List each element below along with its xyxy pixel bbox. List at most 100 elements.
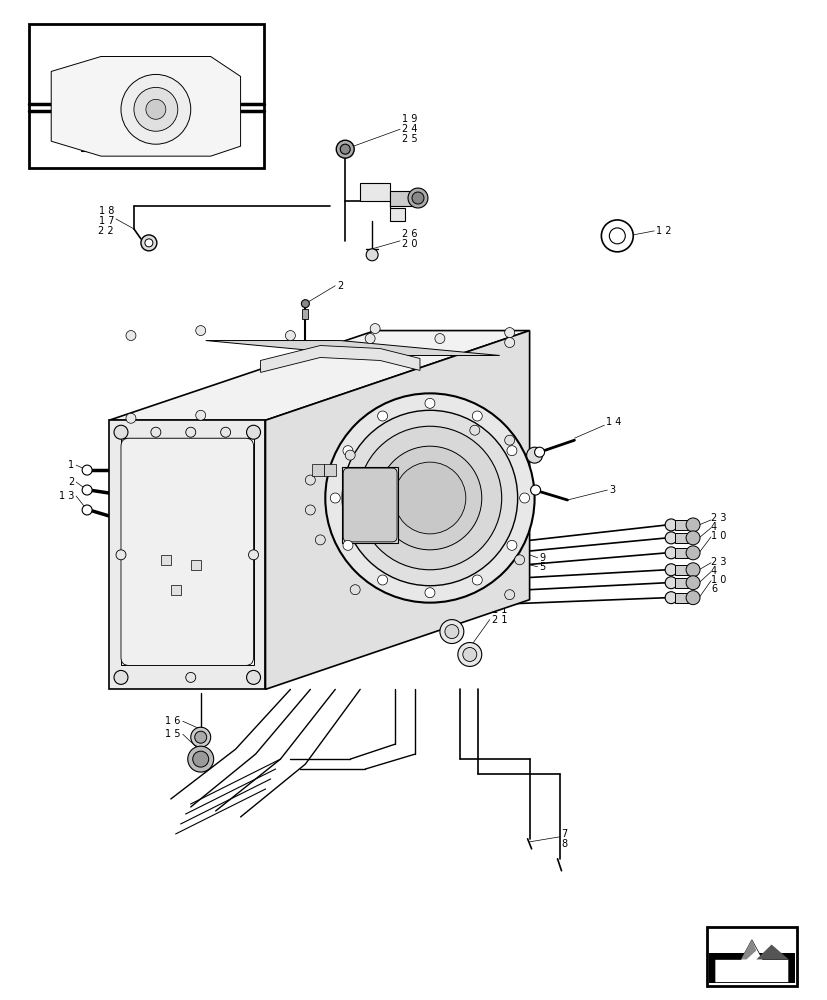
Text: 1 4: 1 4 xyxy=(605,417,621,427)
Circle shape xyxy=(504,435,514,445)
Circle shape xyxy=(370,324,380,334)
Polygon shape xyxy=(109,420,265,689)
Circle shape xyxy=(600,220,633,252)
Circle shape xyxy=(340,144,350,154)
Circle shape xyxy=(345,450,355,460)
Circle shape xyxy=(315,535,325,545)
Circle shape xyxy=(141,235,156,251)
Circle shape xyxy=(469,425,479,435)
Text: 2 1: 2 1 xyxy=(491,615,507,625)
Circle shape xyxy=(365,334,375,344)
Circle shape xyxy=(126,331,136,341)
Circle shape xyxy=(195,410,205,420)
Circle shape xyxy=(116,672,126,682)
Polygon shape xyxy=(360,183,404,221)
Circle shape xyxy=(301,300,309,308)
Circle shape xyxy=(504,590,514,600)
Text: 9: 9 xyxy=(539,553,545,563)
Text: 1 2: 1 2 xyxy=(655,226,671,236)
Bar xyxy=(674,548,692,558)
Polygon shape xyxy=(261,346,419,372)
Bar xyxy=(674,578,692,588)
Circle shape xyxy=(151,427,160,437)
Bar xyxy=(674,565,692,575)
Text: 1 3: 1 3 xyxy=(59,491,74,501)
Circle shape xyxy=(530,485,540,495)
Polygon shape xyxy=(205,341,500,355)
Circle shape xyxy=(439,620,463,644)
Circle shape xyxy=(330,493,340,503)
FancyBboxPatch shape xyxy=(343,468,397,542)
Circle shape xyxy=(664,577,676,589)
Text: 4: 4 xyxy=(710,522,716,532)
Text: 7: 7 xyxy=(561,829,567,839)
Text: 5: 5 xyxy=(539,562,545,572)
Bar xyxy=(324,464,336,476)
Circle shape xyxy=(190,727,210,747)
Text: 1: 1 xyxy=(68,460,74,470)
Text: 2 5: 2 5 xyxy=(402,134,417,144)
Circle shape xyxy=(336,140,354,158)
Circle shape xyxy=(504,328,514,338)
Text: 1 6: 1 6 xyxy=(165,716,180,726)
Bar xyxy=(390,191,418,206)
Circle shape xyxy=(188,746,213,772)
Bar xyxy=(674,593,692,603)
Circle shape xyxy=(664,532,676,544)
Circle shape xyxy=(121,74,190,144)
Circle shape xyxy=(434,334,444,344)
Text: 8: 8 xyxy=(561,839,567,849)
Text: 2 2: 2 2 xyxy=(98,226,114,236)
Text: 2 4: 2 4 xyxy=(402,124,417,134)
Circle shape xyxy=(471,411,481,421)
Circle shape xyxy=(506,540,516,550)
Bar xyxy=(302,309,308,319)
Circle shape xyxy=(305,505,315,515)
Text: 6: 6 xyxy=(710,584,716,594)
Circle shape xyxy=(412,192,423,204)
Circle shape xyxy=(664,564,676,576)
Circle shape xyxy=(305,475,315,485)
Polygon shape xyxy=(715,940,788,982)
Text: 1 1: 1 1 xyxy=(491,605,506,615)
Text: 4: 4 xyxy=(710,566,716,576)
Circle shape xyxy=(462,648,476,661)
Circle shape xyxy=(116,427,126,437)
Text: 1 7: 1 7 xyxy=(98,216,114,226)
Circle shape xyxy=(342,540,352,550)
Circle shape xyxy=(506,446,516,456)
Circle shape xyxy=(534,447,544,457)
Circle shape xyxy=(526,447,542,463)
Circle shape xyxy=(285,331,295,341)
Circle shape xyxy=(664,519,676,531)
Circle shape xyxy=(394,462,466,534)
Polygon shape xyxy=(51,56,241,156)
Circle shape xyxy=(514,555,524,565)
Circle shape xyxy=(457,643,481,666)
Text: 1 0: 1 0 xyxy=(710,575,725,585)
Circle shape xyxy=(134,87,178,131)
Circle shape xyxy=(82,465,92,475)
Circle shape xyxy=(609,228,624,244)
Circle shape xyxy=(686,531,699,545)
Bar xyxy=(170,585,180,595)
Circle shape xyxy=(82,505,92,515)
Circle shape xyxy=(246,425,261,439)
Circle shape xyxy=(686,576,699,590)
Circle shape xyxy=(145,239,153,247)
Bar xyxy=(674,520,692,530)
Polygon shape xyxy=(740,940,755,959)
Circle shape xyxy=(366,249,378,261)
Circle shape xyxy=(424,398,434,408)
Circle shape xyxy=(686,546,699,560)
Text: 1 5: 1 5 xyxy=(165,729,180,739)
Text: 2: 2 xyxy=(337,281,343,291)
Bar xyxy=(674,533,692,543)
Text: 1 8: 1 8 xyxy=(98,206,114,216)
Bar xyxy=(708,953,794,983)
FancyBboxPatch shape xyxy=(121,438,253,665)
Circle shape xyxy=(146,99,165,119)
Circle shape xyxy=(358,426,501,570)
Circle shape xyxy=(195,326,205,336)
Polygon shape xyxy=(755,945,788,959)
